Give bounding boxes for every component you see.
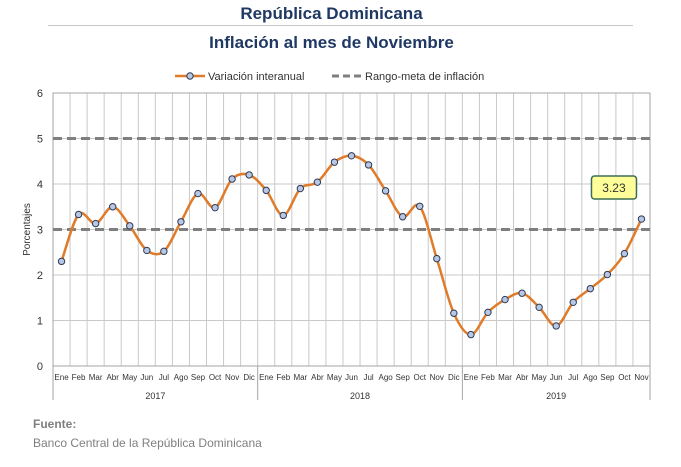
x-tick-label: Nov [225, 373, 239, 382]
data-point-marker [450, 309, 458, 317]
data-point-marker [620, 249, 629, 258]
x-tick-label: Mar [498, 373, 512, 382]
data-point-marker [569, 298, 577, 307]
y-axis-title: Porcentajes [22, 203, 33, 256]
x-tick-label: Ene [464, 373, 479, 382]
x-tick-label: Nov [430, 373, 444, 382]
data-point-marker [57, 257, 66, 266]
data-point-marker [398, 213, 407, 221]
x-tick-label: Ago [378, 373, 393, 382]
y-tick-label: 3 [37, 225, 43, 237]
x-tick-label: Oct [414, 373, 427, 382]
data-point-marker [637, 215, 646, 223]
x-tick-label: Ago [174, 373, 189, 382]
data-point-marker [501, 295, 509, 304]
x-tick-label: Dic [448, 373, 460, 382]
year-label: 2017 [145, 391, 165, 401]
y-tick-label: 5 [37, 134, 43, 146]
data-point-marker [296, 184, 305, 193]
x-tick-label: Oct [618, 373, 631, 382]
chart-subtitle: Inflación al mes de Noviembre [209, 33, 454, 52]
x-tick-label: Ene [259, 373, 274, 382]
legend-series-label: Variación interanual [208, 71, 304, 83]
data-point-marker [381, 187, 390, 195]
x-tick-label: May [327, 373, 342, 382]
data-point-marker [586, 284, 594, 293]
data-point-marker [194, 189, 202, 198]
data-point-marker [535, 303, 543, 312]
y-tick-label: 4 [37, 179, 43, 191]
x-tick-label: Dic [243, 373, 255, 382]
data-point-marker [552, 322, 560, 330]
title-divider [48, 25, 633, 26]
x-tick-label: Oct [209, 373, 222, 382]
legend-target-label: Rango-meta de inflación [365, 71, 484, 83]
data-point-marker [228, 175, 236, 183]
x-tick-label: Abr [106, 373, 119, 382]
x-tick-label: May [122, 373, 137, 382]
y-tick-label: 2 [37, 270, 43, 282]
x-tick-label: Jul [363, 373, 373, 382]
data-point-marker [126, 222, 134, 230]
data-point-marker [245, 171, 253, 179]
x-tick-label: Jun [345, 373, 358, 382]
legend-series-marker [186, 72, 194, 80]
source-heading: Fuente: [33, 417, 77, 431]
x-tick-label: Ago [583, 373, 598, 382]
x-tick-label: Feb [72, 373, 86, 382]
x-tick-label: Nov [634, 373, 648, 382]
data-point-marker [160, 247, 168, 256]
data-point-marker [603, 270, 612, 279]
y-tick-label: 0 [37, 361, 43, 373]
inflation-series-line [60, 154, 643, 336]
x-tick-label: Sep [191, 373, 206, 382]
x-tick-label: Jul [159, 373, 169, 382]
year-label: 2019 [546, 391, 566, 401]
annotation-label: 3.23 [602, 181, 626, 195]
data-point-marker [484, 308, 492, 317]
data-point-marker [211, 203, 219, 212]
x-tick-label: Sep [600, 373, 615, 382]
data-point-marker [177, 218, 185, 226]
x-tick-label: Jun [140, 373, 153, 382]
year-label: 2018 [350, 391, 370, 401]
data-point-marker [518, 289, 526, 297]
data-point-marker [91, 219, 100, 228]
y-tick-label: 1 [37, 316, 43, 328]
x-tick-label: Abr [311, 373, 324, 382]
chart-title: República Dominicana [240, 4, 423, 23]
x-tick-label: Mar [89, 373, 103, 382]
x-tick-label: Jul [568, 373, 578, 382]
data-point-marker [109, 203, 117, 211]
x-tick-label: Mar [293, 373, 307, 382]
data-point-marker [279, 211, 287, 220]
source-text: Banco Central de la República Dominicana [33, 436, 262, 450]
data-point-marker [262, 186, 270, 195]
data-point-marker [74, 210, 83, 219]
data-point-marker [143, 246, 151, 255]
annotation-box [590, 175, 638, 200]
data-point-marker [416, 202, 424, 210]
x-tick-label: Jun [550, 373, 563, 382]
y-tick-label: 6 [37, 88, 43, 100]
x-tick-label: Feb [276, 373, 290, 382]
data-point-marker [347, 152, 356, 160]
data-point-marker [467, 330, 475, 339]
data-point-marker [364, 161, 373, 169]
x-tick-label: Ene [54, 373, 69, 382]
x-tick-label: May [532, 373, 547, 382]
x-tick-label: Sep [396, 373, 411, 382]
data-point-marker [313, 178, 322, 186]
data-point-marker [330, 158, 339, 166]
x-tick-label: Feb [481, 373, 495, 382]
x-tick-label: Abr [516, 373, 529, 382]
data-point-marker [433, 254, 441, 263]
